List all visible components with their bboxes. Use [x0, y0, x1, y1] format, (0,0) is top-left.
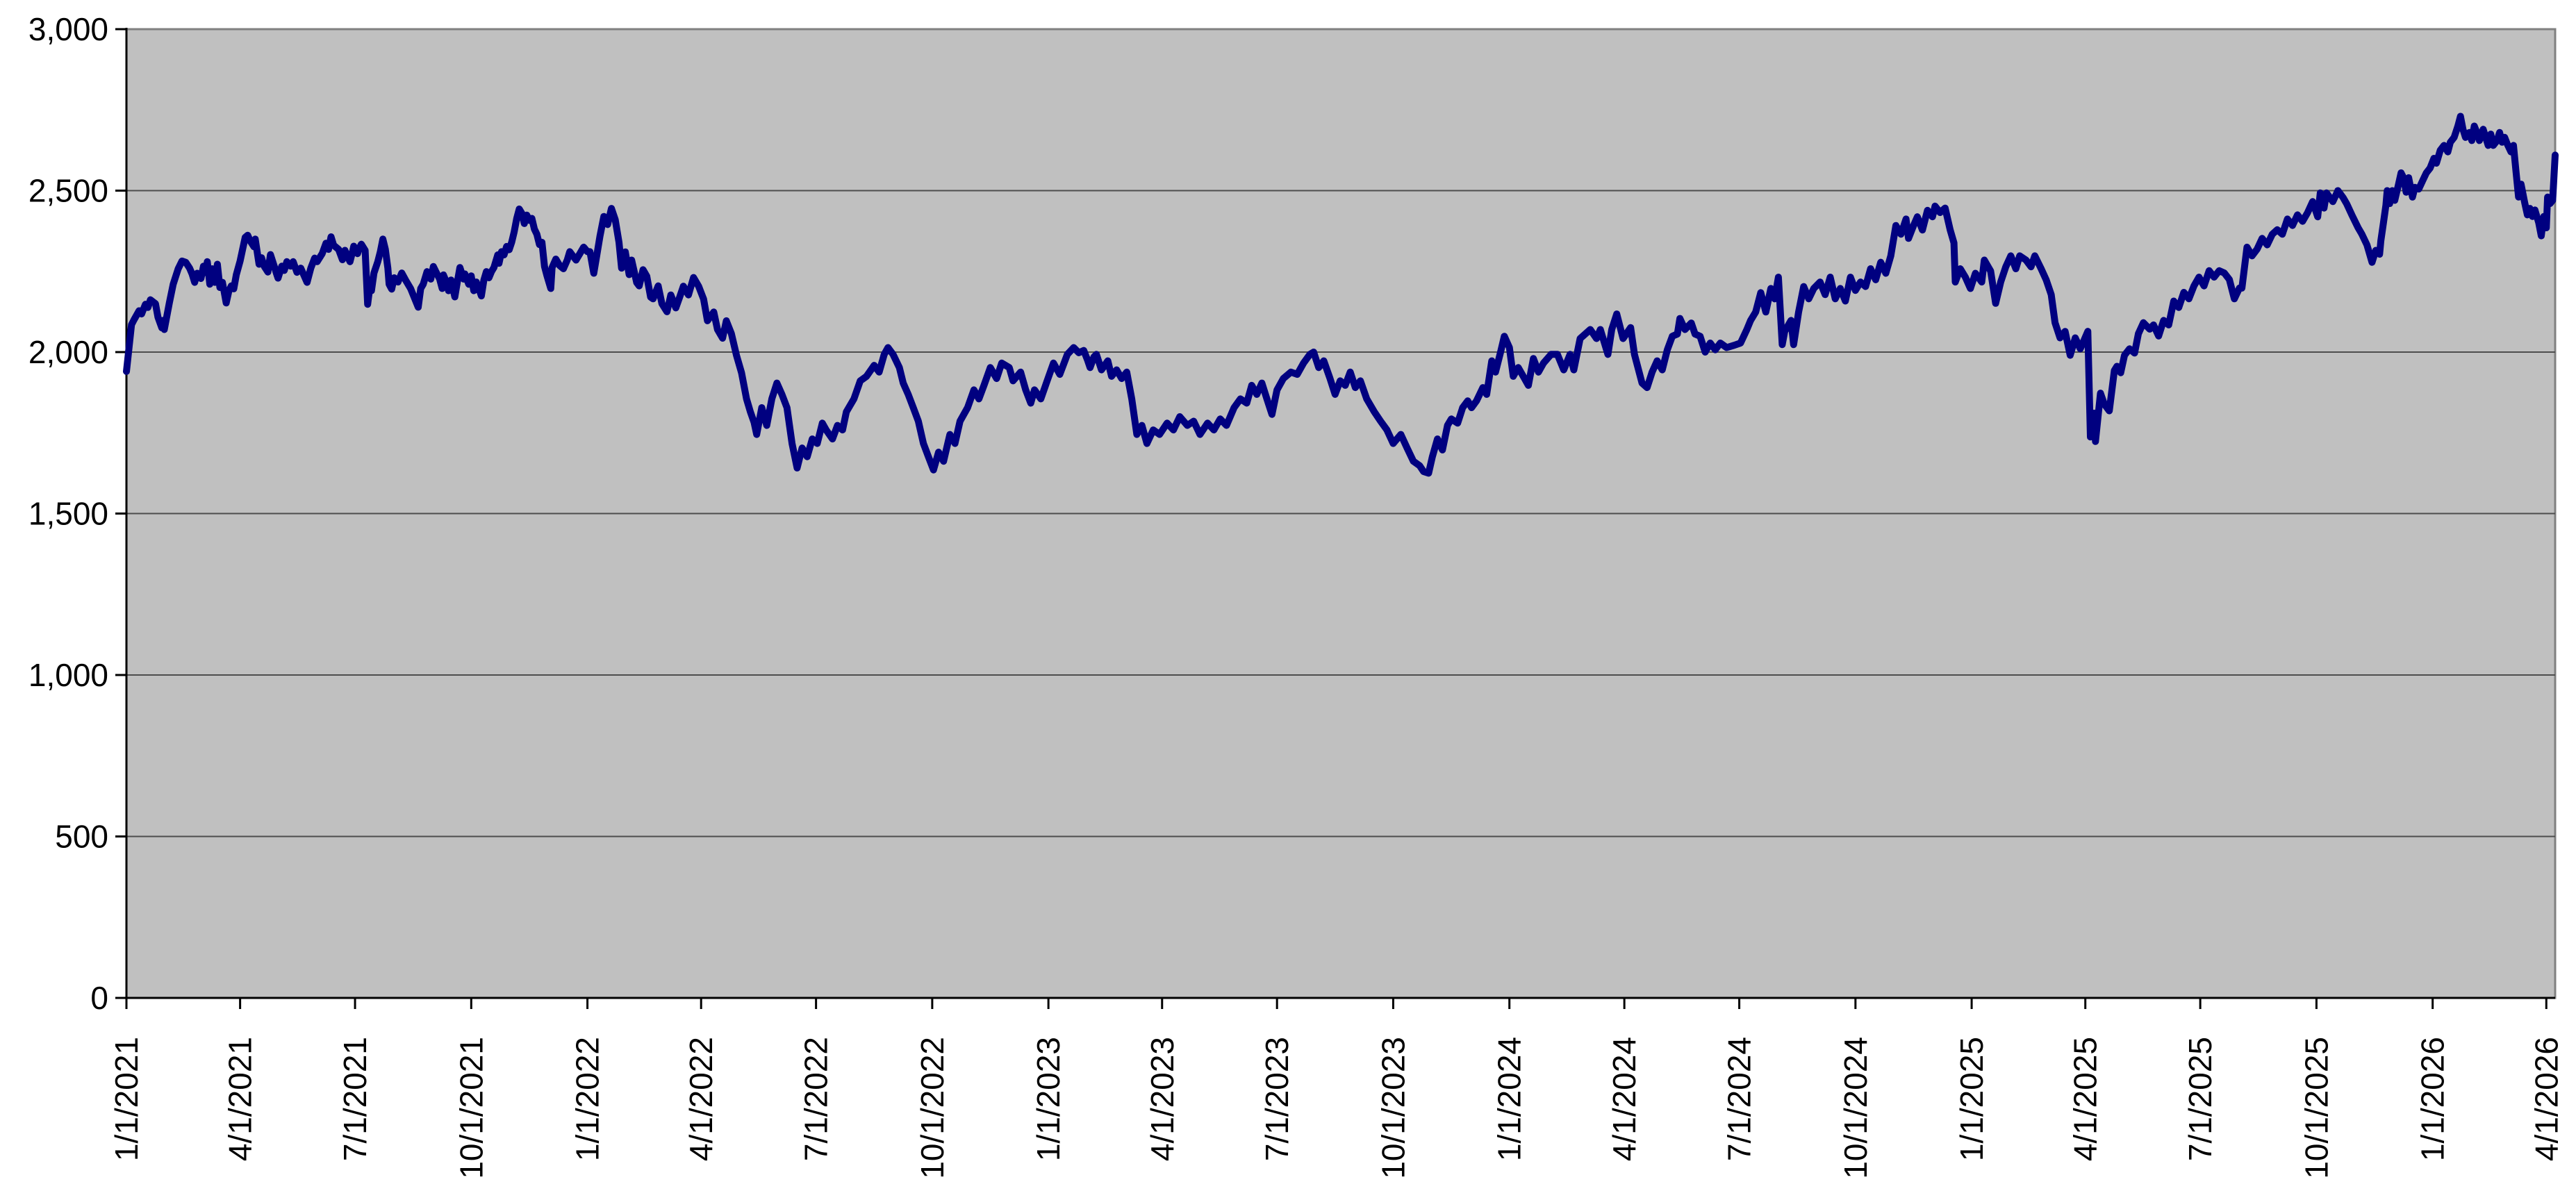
svg-text:10/1/2024: 10/1/2024: [1838, 1037, 1874, 1179]
svg-text:1/1/2026: 1/1/2026: [2415, 1037, 2451, 1161]
svg-text:1/1/2023: 1/1/2023: [1030, 1037, 1066, 1161]
svg-text:7/1/2025: 7/1/2025: [2182, 1037, 2218, 1161]
svg-text:7/1/2021: 7/1/2021: [337, 1037, 373, 1161]
svg-text:7/1/2022: 7/1/2022: [798, 1037, 834, 1161]
svg-text:4/1/2022: 4/1/2022: [683, 1037, 719, 1161]
svg-text:1/1/2022: 1/1/2022: [570, 1037, 606, 1161]
svg-text:10/1/2021: 10/1/2021: [453, 1037, 489, 1179]
y-axis-ticks: [115, 28, 126, 999]
series-line: [123, 112, 2559, 477]
x-axis-labels: 1/1/2021 4/1/2021 7/1/2021 10/1/2021 1/1/202…: [108, 1037, 2564, 1179]
y-axis-labels: 0 500 1,000 1,500 2,000 2,500 3,000: [28, 11, 108, 1016]
gridlines: [126, 190, 2555, 838]
svg-text:4/1/2023: 4/1/2023: [1144, 1037, 1180, 1161]
svg-text:4/1/2025: 4/1/2025: [2067, 1037, 2104, 1161]
svg-text:4/1/2021: 4/1/2021: [222, 1037, 258, 1161]
svg-text:1,000: 1,000: [28, 657, 108, 693]
svg-text:7/1/2024: 7/1/2024: [1722, 1037, 1758, 1161]
svg-text:2,000: 2,000: [28, 334, 108, 370]
svg-text:500: 500: [55, 819, 108, 855]
svg-text:4/1/2026: 4/1/2026: [2528, 1037, 2564, 1161]
svg-text:10/1/2025: 10/1/2025: [2298, 1037, 2334, 1179]
svg-text:10/1/2022: 10/1/2022: [914, 1037, 950, 1179]
svg-text:2,500: 2,500: [28, 173, 108, 209]
svg-text:3,000: 3,000: [28, 11, 108, 47]
x-axis-ticks: [125, 998, 2548, 1009]
svg-text:1/1/2024: 1/1/2024: [1492, 1037, 1528, 1161]
svg-text:7/1/2023: 7/1/2023: [1259, 1037, 1295, 1161]
svg-text:0: 0: [90, 980, 108, 1016]
svg-text:10/1/2023: 10/1/2023: [1375, 1037, 1411, 1179]
svg-text:1,500: 1,500: [28, 496, 108, 532]
svg-text:4/1/2024: 4/1/2024: [1606, 1037, 1642, 1161]
svg-text:1/1/2021: 1/1/2021: [108, 1037, 145, 1161]
svg-text:1/1/2025: 1/1/2025: [1954, 1037, 1990, 1161]
